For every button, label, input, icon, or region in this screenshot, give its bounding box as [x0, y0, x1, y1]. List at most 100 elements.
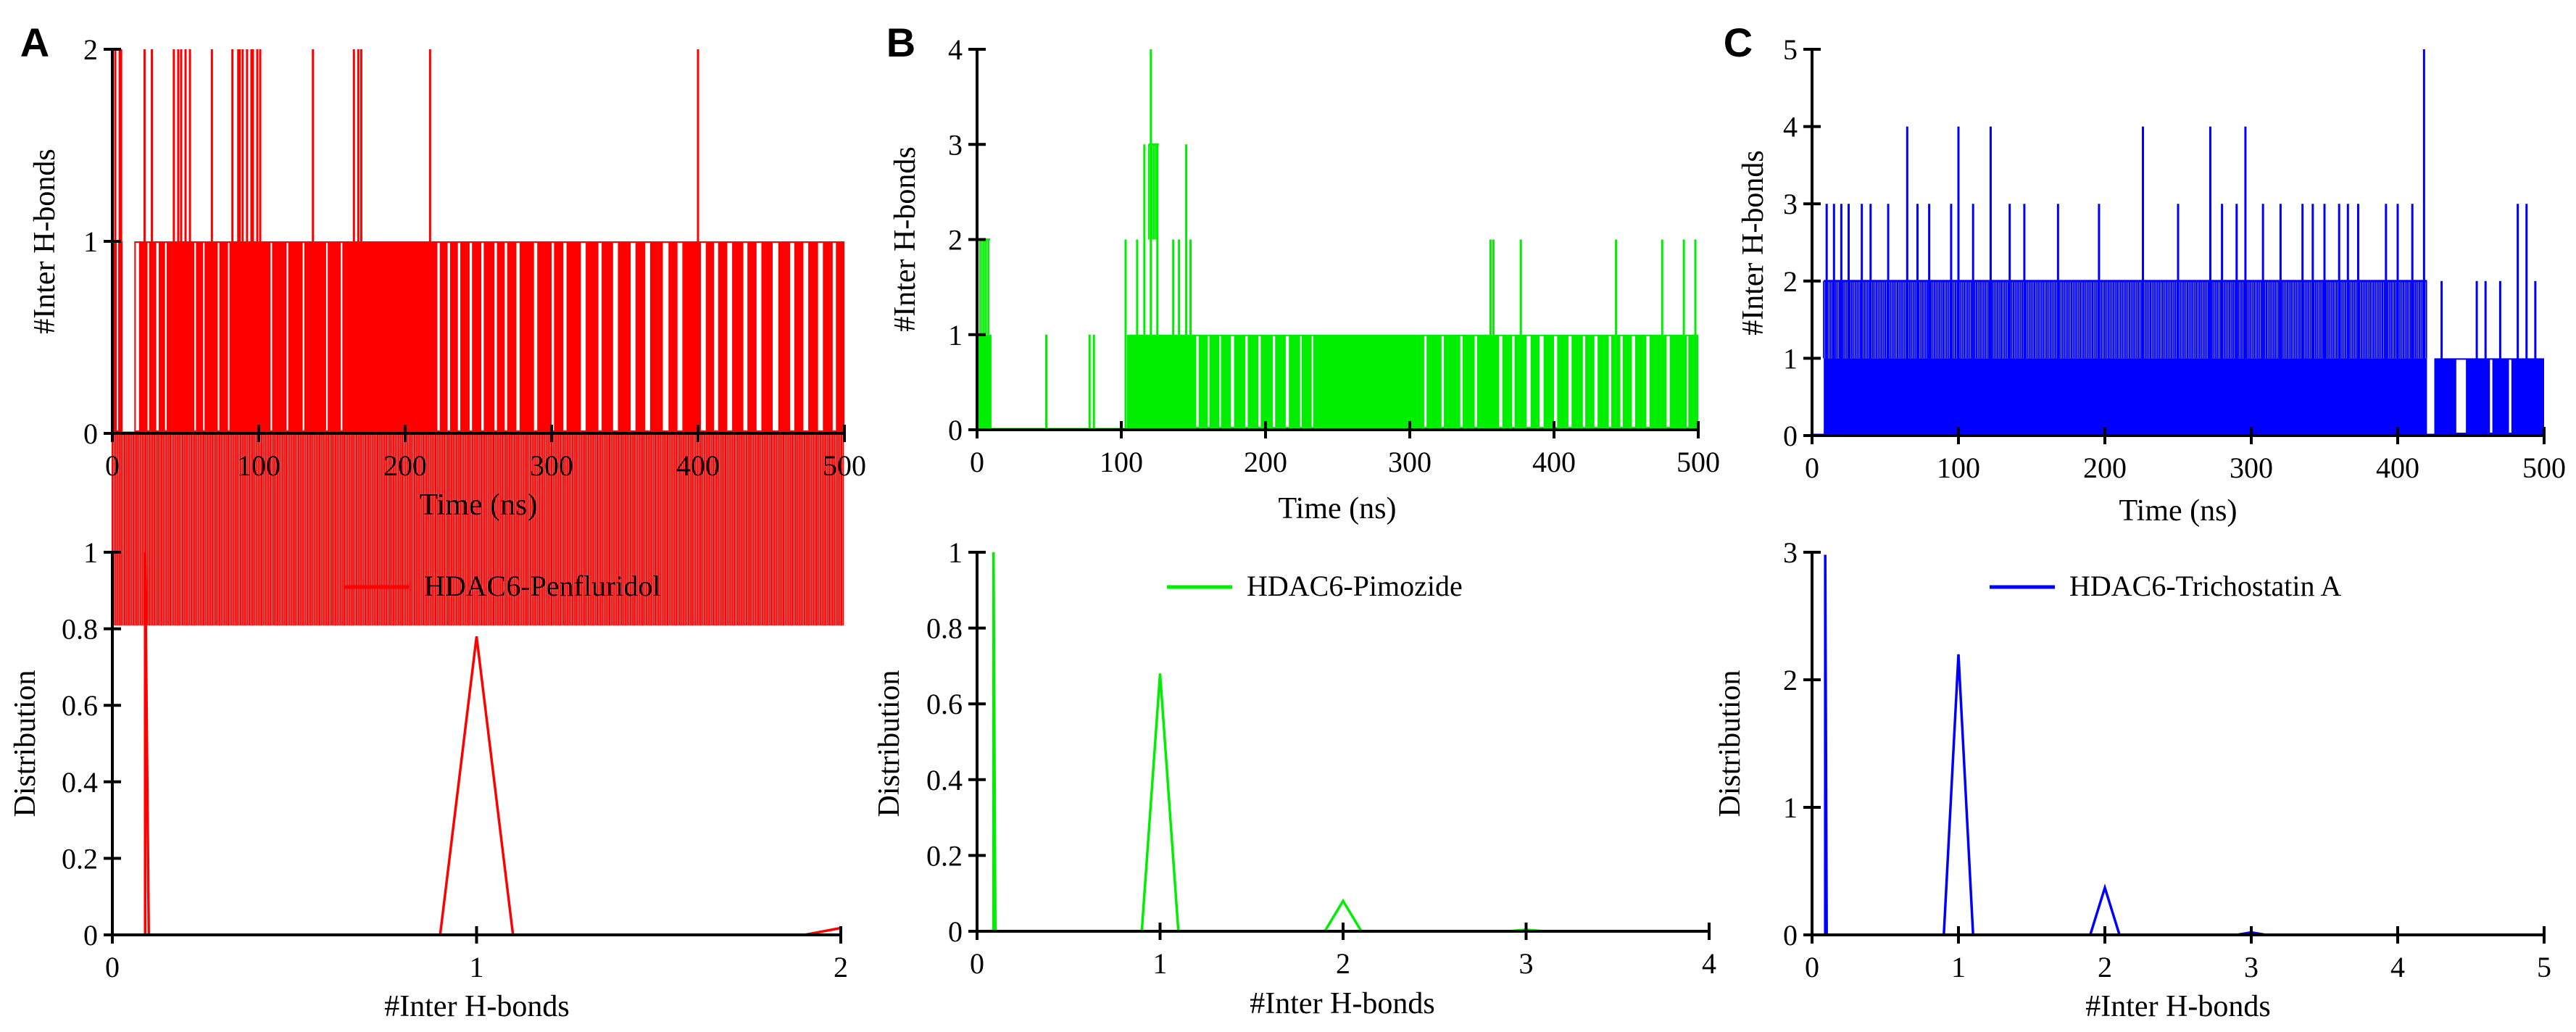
y-tick-label: 4 [948, 33, 963, 66]
series-gap [1300, 336, 1302, 427]
y-tick-label: 0 [948, 414, 963, 446]
x-tick-label: 300 [2230, 452, 2273, 484]
series-gap [1208, 336, 1210, 427]
legend-label: HDAC6-Pimozide [1247, 570, 1463, 602]
series-gap [1285, 336, 1289, 427]
x-axis-label: Time (ns) [1279, 492, 1397, 525]
series-gap [727, 243, 733, 430]
chart-c-top: 0 1 2 3 4 5 0 100 200 300 400 500 Time (ns) #Inter H-… [1724, 20, 2566, 528]
chart-a-bottom: HDAC6-Penfluridol 0 0.2 0.4 0.6 0.8 1 0 1 2 #Inter… [9, 536, 848, 1023]
x-tick-label: 300 [530, 449, 573, 482]
series-gap [756, 243, 762, 430]
series-gap [203, 243, 205, 430]
y-axis-label: #Inter H-bonds [1737, 150, 1770, 335]
series-gap [469, 243, 473, 430]
x-tick-label: 1 [1951, 951, 1966, 983]
y-tick-label: 0.6 [62, 689, 98, 722]
x-axis-label: #Inter H-bonds [2085, 990, 2270, 1023]
y-tick-label: 3 [948, 128, 963, 161]
series-gap [194, 243, 196, 430]
series-gap [773, 243, 778, 430]
series-gap [1474, 336, 1477, 427]
series-gap [341, 243, 343, 430]
series-gap [1646, 336, 1650, 427]
x-tick-label: 100 [1937, 452, 1980, 484]
y-tick-label: 4 [1783, 111, 1798, 143]
series-gap [1272, 336, 1276, 427]
x-tick-label: 100 [1100, 446, 1143, 478]
series-gap [504, 243, 507, 430]
series-gap [156, 243, 159, 430]
y-tick-label: 1 [83, 225, 98, 258]
series-gap [1460, 336, 1463, 427]
series-gap [612, 243, 618, 430]
series-gap [447, 243, 450, 430]
x-tick-label: 200 [383, 449, 427, 482]
x-tick-label: 0 [970, 947, 984, 980]
series-gap [1608, 336, 1611, 427]
y-tick-label: 0 [1783, 420, 1798, 452]
series-gap [1632, 336, 1635, 427]
series-gap [992, 336, 1022, 427]
x-tick-label: 5 [2537, 951, 2551, 983]
legend-label: HDAC6-Penfluridol [424, 570, 661, 602]
series-fill-block [977, 334, 992, 430]
series-gap [1512, 336, 1515, 427]
series-gap [743, 243, 748, 430]
y-tick-label: 0.2 [62, 842, 98, 875]
x-tick-label: 4 [1702, 947, 1716, 980]
y-axis-label: Distribution [1713, 670, 1747, 817]
series-gap [832, 243, 836, 430]
data-series [112, 49, 845, 625]
x-tick-label: 300 [1388, 446, 1432, 478]
x-tick-label: 500 [823, 449, 866, 482]
y-tick-label: 3 [1783, 536, 1798, 569]
x-tick-label: 400 [2376, 452, 2419, 484]
series-gap [563, 243, 567, 430]
x-tick-label: 1 [470, 951, 484, 983]
y-axis-label: Distribution [9, 670, 42, 817]
series-gap [165, 243, 167, 430]
x-tick-label: 0 [970, 446, 984, 478]
x-tick-label: 500 [1677, 446, 1720, 478]
series-gap [117, 243, 119, 430]
series-line [1824, 554, 2267, 936]
series-gap [714, 243, 718, 430]
series-gap [631, 243, 636, 430]
series-gap [1047, 336, 1071, 427]
series-gap [2456, 359, 2467, 433]
y-tick-label: 0.8 [62, 613, 98, 646]
x-tick-label: 400 [676, 449, 720, 482]
x-axis-label: #Inter H-bonds [384, 990, 569, 1023]
y-tick-label: 2 [948, 224, 963, 257]
x-tick-label: 2 [2098, 951, 2112, 983]
x-tick-label: 400 [1532, 446, 1576, 478]
series-gap [552, 243, 554, 430]
series-gap [803, 243, 809, 430]
series-gap [516, 243, 520, 430]
y-tick-label: 0.4 [926, 764, 963, 796]
series-gap [1245, 336, 1248, 427]
y-tick-label: 1 [948, 536, 963, 569]
x-tick-label: 0 [105, 951, 120, 983]
series-gap [325, 243, 328, 430]
series-gap [1526, 336, 1531, 427]
series-gap [2490, 359, 2493, 433]
y-axis-label: Distribution [873, 670, 906, 817]
x-tick-label: 3 [2244, 951, 2259, 983]
panel-label-b: B [886, 20, 915, 65]
series-gap [1095, 336, 1112, 427]
y-tick-label: 0 [83, 417, 98, 450]
series-gap [481, 243, 484, 430]
series-fill-block [1824, 358, 2427, 436]
x-tick-label: 200 [2083, 452, 2127, 484]
series-gap [1582, 336, 1586, 427]
series-gap [581, 243, 586, 430]
x-axis-label: Time (ns) [2119, 494, 2238, 528]
y-tick-label: 1 [83, 536, 98, 569]
series-fill-block [1126, 334, 1698, 430]
series-gap [1219, 336, 1221, 427]
series-gap [136, 243, 139, 430]
y-tick-label: 2 [1783, 265, 1798, 298]
